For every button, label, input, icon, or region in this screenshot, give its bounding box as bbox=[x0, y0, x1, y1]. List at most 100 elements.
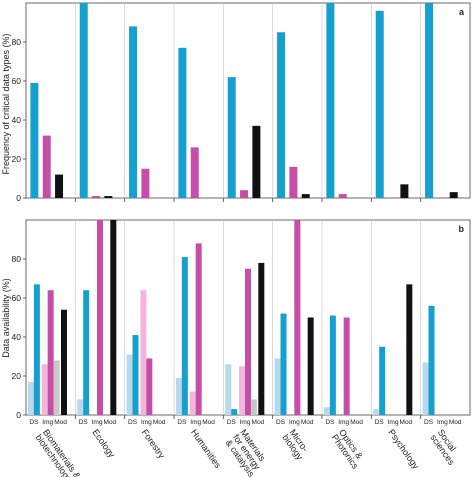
sub-label: Img bbox=[190, 419, 201, 426]
category-label: Micro-biology bbox=[280, 427, 312, 462]
sub-label: Img bbox=[388, 419, 399, 426]
bar-ds-light bbox=[225, 364, 232, 415]
panel-letter: b bbox=[459, 224, 465, 234]
bar-ds-light bbox=[27, 381, 34, 415]
bar-img bbox=[240, 190, 249, 198]
y-tick-label: 0 bbox=[16, 193, 21, 203]
panel-letter: a bbox=[459, 7, 465, 17]
y-tick-label: 40 bbox=[12, 332, 22, 342]
category-label: Humanities bbox=[189, 427, 223, 470]
bar-mod bbox=[258, 262, 265, 415]
plot-frame bbox=[25, 2, 471, 199]
sub-label: DS bbox=[29, 419, 39, 426]
bar-img-light bbox=[41, 364, 48, 415]
bar-ds bbox=[379, 346, 386, 415]
bar-ds-light bbox=[274, 358, 281, 415]
bar-img bbox=[343, 317, 350, 415]
sub-label: Mod bbox=[301, 419, 314, 426]
sub-label: Img bbox=[289, 419, 300, 426]
bar-mod bbox=[406, 284, 413, 415]
bar-ds bbox=[129, 26, 138, 199]
bar-ds-light bbox=[422, 362, 429, 415]
bar-img bbox=[289, 166, 298, 198]
bar-ds bbox=[33, 284, 40, 415]
sub-label: Img bbox=[338, 419, 349, 426]
sub-label: DS bbox=[128, 419, 138, 426]
category-label: Ecology bbox=[90, 427, 117, 459]
bar-mod-light bbox=[53, 360, 60, 415]
bar-ds bbox=[83, 290, 90, 415]
sub-label: Mod bbox=[153, 419, 166, 426]
sub-label: Mod bbox=[252, 419, 265, 426]
sub-label: DS bbox=[424, 419, 434, 426]
bar-mod bbox=[60, 309, 67, 415]
bar-mod bbox=[400, 184, 409, 198]
category-label: Psychology bbox=[386, 427, 421, 471]
bar-img-light bbox=[239, 366, 246, 415]
y-tick-label: 60 bbox=[12, 76, 22, 86]
bar-mod bbox=[449, 192, 458, 198]
bar-mod bbox=[55, 174, 64, 198]
sub-label: Mod bbox=[449, 419, 462, 426]
category-label: Forestry bbox=[140, 427, 167, 460]
bar-ds-light bbox=[77, 399, 84, 415]
sub-label: DS bbox=[325, 419, 335, 426]
sub-label: Img bbox=[92, 419, 103, 426]
category-labels: Biomaterials &biotechnology Ecology Forest… bbox=[34, 427, 464, 477]
y-axis-title: Data availability (%) bbox=[1, 278, 11, 358]
sub-label: Mod bbox=[400, 419, 413, 426]
y-tick-label: 80 bbox=[12, 37, 22, 47]
sub-label: Mod bbox=[54, 419, 67, 426]
y-axis-title: Frequency of critical data types (%) bbox=[1, 33, 11, 174]
bar-ds bbox=[178, 47, 187, 198]
bar-img bbox=[146, 358, 153, 415]
y-tick-label: 80 bbox=[12, 254, 22, 264]
bar-ds bbox=[132, 335, 139, 415]
bar-ds-light bbox=[373, 409, 380, 415]
bar-img bbox=[338, 194, 347, 198]
sub-label: Img bbox=[240, 419, 251, 426]
bar-mod bbox=[301, 194, 310, 198]
bar-mod bbox=[104, 196, 113, 198]
bar-ds bbox=[231, 409, 238, 415]
bar-ds-light bbox=[175, 377, 182, 415]
category-label: Biomaterials &biotechnology bbox=[34, 427, 83, 477]
bar-ds bbox=[30, 82, 39, 198]
bar-ds bbox=[326, 3, 335, 198]
sub-label: Mod bbox=[104, 419, 117, 426]
bar-mod bbox=[110, 220, 117, 415]
bar-img bbox=[245, 268, 251, 415]
bar-img bbox=[195, 243, 202, 415]
bar-mod-light bbox=[250, 399, 257, 415]
bar-ds bbox=[425, 3, 434, 198]
bar-img bbox=[190, 147, 199, 198]
sub-label: Mod bbox=[202, 419, 215, 426]
bar-mod bbox=[252, 125, 261, 198]
sub-label: Img bbox=[141, 419, 152, 426]
bar-img bbox=[294, 220, 301, 415]
bar-img bbox=[92, 196, 101, 198]
bar-img bbox=[141, 168, 150, 198]
category-label: Socialsciences bbox=[428, 427, 464, 467]
y-tick-label: 0 bbox=[16, 410, 21, 420]
category-label: Optics &Photonics bbox=[330, 427, 369, 471]
y-tick-label: 40 bbox=[12, 115, 22, 125]
sub-label: DS bbox=[375, 419, 385, 426]
bar-ds bbox=[181, 257, 188, 415]
sub-label: DS bbox=[227, 419, 237, 426]
bar-ds bbox=[329, 315, 336, 415]
bar-ds-light bbox=[323, 407, 330, 415]
bar-img bbox=[97, 220, 103, 415]
sub-label: Img bbox=[42, 419, 53, 426]
bar-ds bbox=[280, 313, 287, 415]
y-tick-label: 20 bbox=[12, 371, 22, 381]
category-label: Materialsfor energy& catalysis bbox=[224, 427, 272, 477]
bar-img-light bbox=[189, 391, 196, 415]
bar-img bbox=[47, 290, 54, 415]
bar-img bbox=[42, 135, 51, 198]
sub-label: DS bbox=[276, 419, 286, 426]
bar-ds bbox=[227, 77, 236, 198]
bar-ds-light bbox=[126, 354, 133, 415]
y-tick-label: 60 bbox=[12, 293, 22, 303]
